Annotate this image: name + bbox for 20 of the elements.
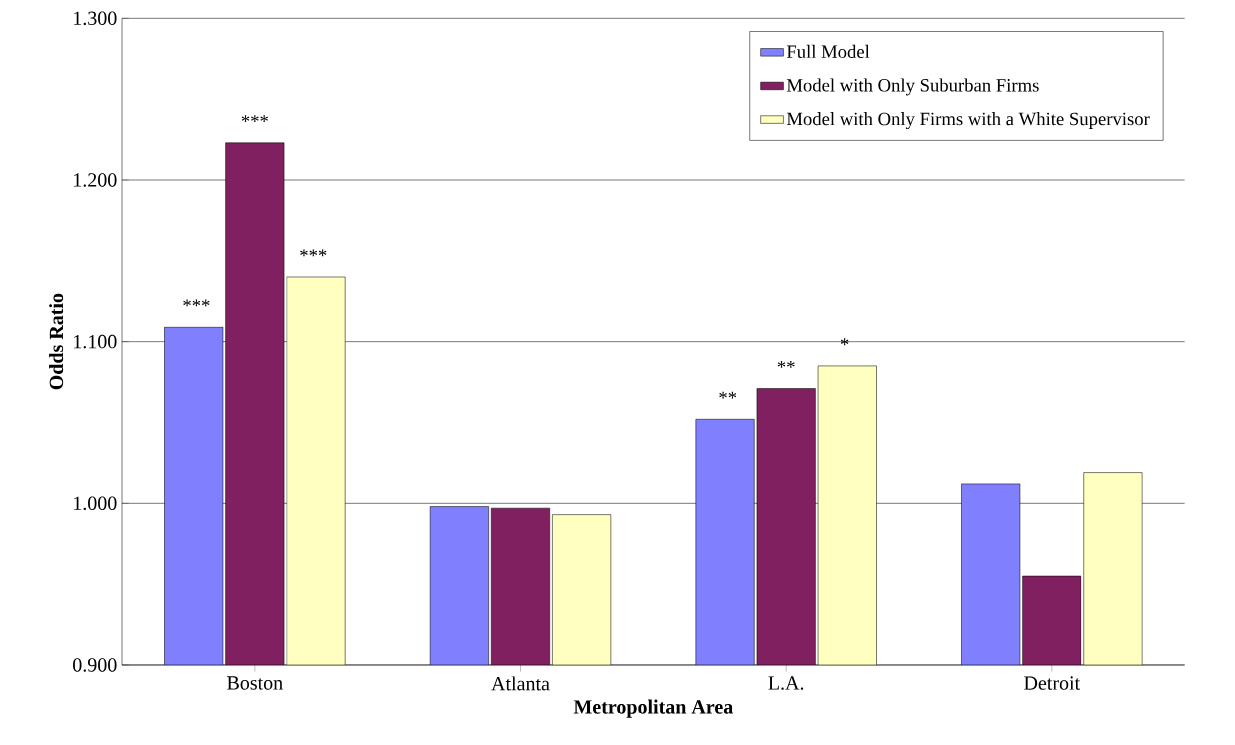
legend-label: Full Model (786, 44, 870, 58)
x-tick-label: Boston (227, 676, 283, 690)
data-label: ** (777, 360, 795, 368)
x-tick-label: L.A. (768, 676, 804, 690)
y-axis-title: Odds Ratio (49, 293, 64, 390)
x-tick-label: Atlanta (491, 676, 550, 691)
x-tick-label: Detroit (1024, 676, 1081, 690)
data-label: *** (241, 115, 268, 123)
x-axis-title: Metropolitan Area (573, 699, 733, 718)
y-tick-label: 1.000 (74, 496, 117, 511)
data-label: ** (719, 391, 737, 399)
legend-label: Model with Only Firms with a White Supervisor (786, 112, 1150, 130)
legend-label: Model with Only Suburban Firms (786, 78, 1039, 96)
y-tick-label: 1.300 (74, 11, 117, 26)
data-label: * (840, 338, 849, 346)
y-tick-label: 1.100 (74, 334, 117, 349)
data-label: *** (300, 249, 327, 257)
y-tick-label: 0.900 (73, 658, 117, 672)
y-tick-label: 1.200 (74, 173, 117, 187)
data-label: *** (183, 299, 210, 307)
